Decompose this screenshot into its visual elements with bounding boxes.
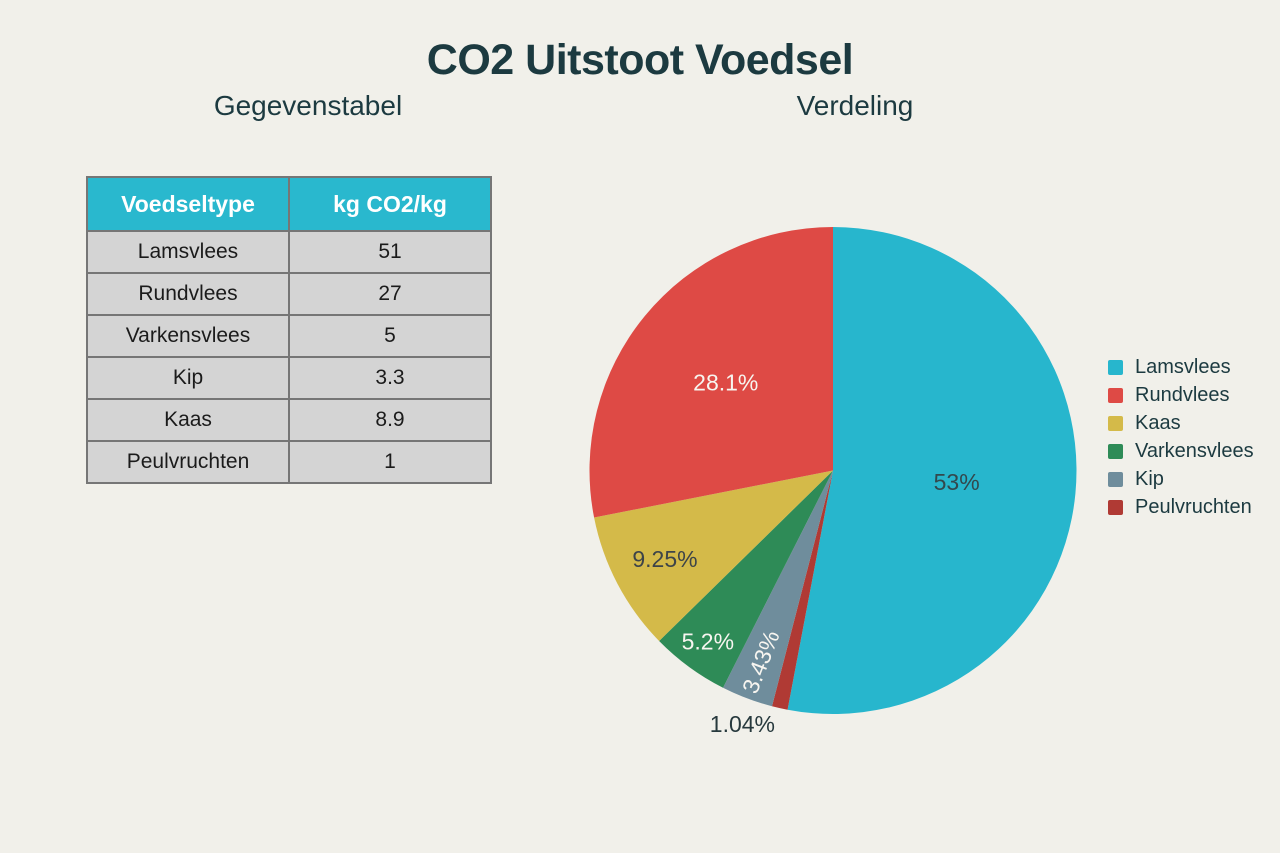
table-cell-label: Kip — [86, 356, 290, 400]
pie-slice-kaas[interactable] — [594, 470, 833, 641]
table-header-voedseltype: Voedseltype — [86, 176, 290, 232]
pie-label-lamsvlees: 53% — [934, 469, 980, 495]
legend-item-lamsvlees[interactable]: Lamsvlees — [1108, 355, 1254, 378]
pie-label-varkensvlees: 5.2% — [682, 628, 734, 654]
table-cell-label: Peulvruchten — [86, 440, 290, 484]
table-cell-value: 1 — [288, 440, 492, 484]
data-table-body: Lamsvlees 51 Rundvlees 27 Varkensvlees 5 Kip 3.… — [86, 230, 492, 484]
pie-slice-lamsvlees[interactable] — [787, 227, 1077, 714]
legend-item-varkensvlees[interactable]: Varkensvlees — [1108, 439, 1254, 462]
table-cell-label: Kaas — [86, 398, 290, 442]
table-row: Lamsvlees 51 — [86, 230, 492, 274]
legend-swatch-icon — [1108, 415, 1123, 431]
table-cell-value: 8.9 — [288, 398, 492, 442]
legend-label: Varkensvlees — [1135, 439, 1254, 462]
table-cell-value: 3.3 — [288, 356, 492, 400]
legend-label: Lamsvlees — [1135, 355, 1231, 378]
pie-label-peulvruchten: 1.04% — [710, 711, 775, 737]
pie-slice-varkensvlees[interactable] — [659, 470, 833, 688]
table-row: Rundvlees 27 — [86, 272, 492, 316]
pie-slice-kip[interactable] — [723, 470, 833, 707]
table-cell-label: Lamsvlees — [86, 230, 290, 274]
pie-slice-peulvruchten[interactable] — [772, 470, 833, 710]
pie-legend: Lamsvlees Rundvlees Kaas Varkensvlees Kip Peu… — [1108, 355, 1254, 525]
table-row: Kip 3.3 — [86, 356, 492, 400]
table-row: Varkensvlees 5 — [86, 314, 492, 358]
table-cell-value: 5 — [288, 314, 492, 358]
pie-label-rundvlees: 28.1% — [693, 369, 758, 395]
legend-swatch-icon — [1108, 499, 1123, 515]
legend-item-kip[interactable]: Kip — [1108, 467, 1254, 490]
chart-section-title: Verdeling — [796, 90, 914, 121]
table-row: Peulvruchten 1 — [86, 440, 492, 484]
legend-item-peulvruchten[interactable]: Peulvruchten — [1108, 495, 1254, 518]
table-header-row: Voedseltype kg CO2/kg — [86, 176, 492, 232]
legend-swatch-icon — [1108, 387, 1123, 403]
table-cell-value: 51 — [288, 230, 492, 274]
legend-item-rundvlees[interactable]: Rundvlees — [1108, 383, 1254, 406]
page-title: CO2 Uitstoot Voedsel — [426, 36, 854, 84]
legend-item-kaas[interactable]: Kaas — [1108, 411, 1254, 434]
legend-label: Kaas — [1135, 411, 1181, 434]
legend-label: Kip — [1135, 467, 1164, 490]
pie-label-kaas: 9.25% — [632, 546, 697, 572]
legend-label: Peulvruchten — [1135, 495, 1252, 518]
legend-swatch-icon — [1108, 359, 1123, 375]
data-table: Voedseltype kg CO2/kg Lamsvlees 51 Rundvle… — [86, 176, 492, 484]
table-row: Kaas 8.9 — [86, 398, 492, 442]
pie-chart: 53%1.04%3.43%5.2%9.25%28.1% — [589, 227, 1077, 737]
table-section-title: Gegevenstabel — [213, 90, 403, 121]
table-cell-value: 27 — [288, 272, 492, 316]
table-cell-label: Rundvlees — [86, 272, 290, 316]
table-header-kgco2: kg CO2/kg — [288, 176, 492, 232]
data-table-head: Voedseltype kg CO2/kg — [86, 176, 492, 232]
legend-label: Rundvlees — [1135, 383, 1230, 406]
table-cell-label: Varkensvlees — [86, 314, 290, 358]
legend-swatch-icon — [1108, 443, 1123, 459]
data-table-container: Voedseltype kg CO2/kg Lamsvlees 51 Rundvle… — [86, 176, 492, 484]
pie-slice-rundvlees[interactable] — [589, 227, 834, 518]
legend-swatch-icon — [1108, 471, 1123, 487]
